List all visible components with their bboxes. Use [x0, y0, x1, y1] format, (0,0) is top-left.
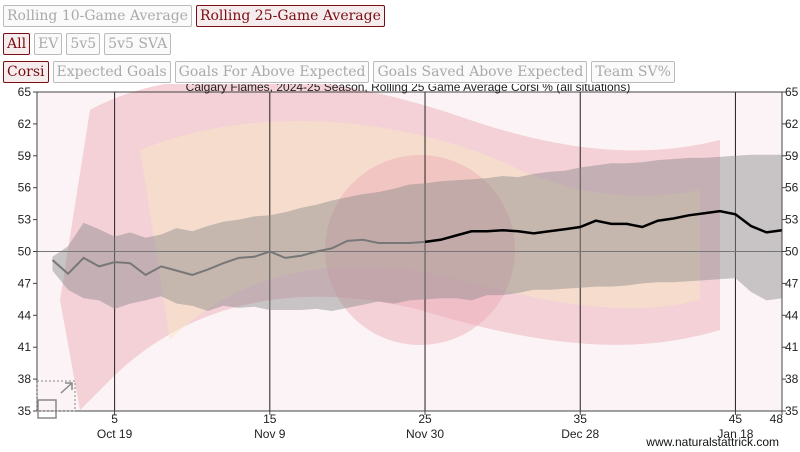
- rolling-25-button[interactable]: Rolling 25-Game Average: [195, 5, 385, 27]
- ytick-left-label-7: 56: [18, 181, 32, 195]
- metric-expected-goals-button[interactable]: Expected Goals: [52, 61, 171, 83]
- ytick-left-label-9: 62: [18, 117, 32, 131]
- y-axis-right: 35 38 41 44 47 50 53 56 59 62 65: [782, 85, 799, 418]
- situation-ev-button[interactable]: EV: [34, 33, 63, 55]
- chart-title: Calgary Flames, 2024-25 Season, Rolling …: [186, 84, 631, 94]
- situation-5v5-button[interactable]: 5v5: [66, 33, 101, 55]
- ytick-right-label-1: 38: [785, 372, 799, 386]
- series-line-recent: [424, 209, 783, 244]
- ytick-left-label-3: 44: [18, 308, 32, 322]
- metric-team-sv-button[interactable]: Team SV%: [591, 61, 675, 83]
- ytick-right-label-8: 59: [785, 149, 799, 163]
- xtick-game-4: 45: [729, 412, 743, 426]
- situation-all-button[interactable]: All: [3, 33, 31, 55]
- metric-corsi-button[interactable]: Corsi: [3, 61, 49, 83]
- ytick-left-label-8: 59: [18, 149, 32, 163]
- ytick-right-label-0: 35: [785, 404, 799, 418]
- site-watermark: www.naturalstattrick.com: [645, 435, 779, 449]
- xtick-date-0: Oct 19: [97, 427, 133, 441]
- ytick-right-label-2: 41: [785, 340, 799, 354]
- y-axis-left: 35 38 41 44 47 50 53 56 59 62 65: [18, 85, 37, 418]
- ytick-right-label-3: 44: [785, 308, 799, 322]
- rolling-10-button[interactable]: Rolling 10-Game Average: [3, 5, 192, 27]
- metric-gsax-button[interactable]: Goals Saved Above Expected: [373, 61, 588, 83]
- ytick-right-label-5: 50: [785, 245, 799, 259]
- metric-gfax-button[interactable]: Goals For Above Expected: [174, 61, 370, 83]
- range-band: [52, 154, 782, 311]
- xtick-game-2: 25: [418, 412, 432, 426]
- metric-toggle: Corsi Expected Goals Goals For Above Exp…: [3, 61, 675, 83]
- xtick-date-2: Nov 30: [406, 427, 444, 441]
- xtick-game-1: 15: [263, 412, 277, 426]
- ytick-left-label-1: 38: [18, 372, 32, 386]
- ytick-left-label-10: 65: [18, 85, 32, 99]
- ytick-left-label-0: 35: [18, 404, 32, 418]
- situation-5v5-sva-button[interactable]: 5v5 SVA: [104, 33, 172, 55]
- ytick-right-label-10: 65: [785, 85, 799, 99]
- ytick-right-label-7: 56: [785, 181, 799, 195]
- ytick-left-label-6: 53: [18, 213, 32, 227]
- series-line-early: [51, 238, 426, 277]
- average-window-toggle: Rolling 10-Game Average Rolling 25-Game …: [3, 5, 385, 27]
- xtick-date-1: Nov 9: [254, 427, 286, 441]
- ytick-right-label-6: 53: [785, 213, 799, 227]
- ytick-right-label-9: 62: [785, 117, 799, 131]
- team-logo-watermark: [60, 84, 720, 410]
- xtick-date-3: Dec 28: [561, 427, 599, 441]
- expand-chart-icon[interactable]: [36, 380, 76, 419]
- xtick-game-3: 35: [574, 412, 588, 426]
- ytick-left-label-5: 50: [18, 245, 32, 259]
- xtick-game-5: 48: [770, 412, 784, 426]
- band-area: [52, 154, 782, 311]
- ytick-left-label-4: 47: [18, 276, 32, 290]
- xtick-game-0: 5: [111, 412, 118, 426]
- situation-toggle: All EV 5v5 5v5 SVA: [3, 33, 172, 55]
- ytick-left-label-2: 41: [18, 340, 32, 354]
- xtick-date-4: Jan 18: [717, 427, 753, 441]
- series-rolling-average: [51, 209, 783, 277]
- ytick-right-label-4: 47: [785, 276, 799, 290]
